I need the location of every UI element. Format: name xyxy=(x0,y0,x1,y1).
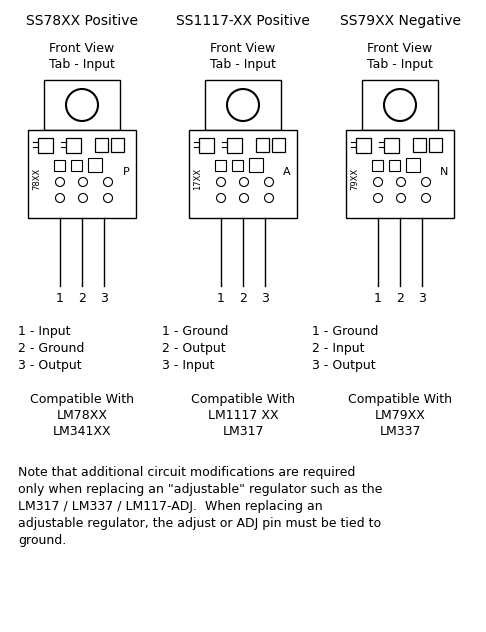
Text: 3 - Output: 3 - Output xyxy=(18,359,82,372)
Text: LM317 / LM337 / LM117-ADJ.  When replacing an: LM317 / LM337 / LM117-ADJ. When replacin… xyxy=(18,500,323,513)
Text: SS78XX Positive: SS78XX Positive xyxy=(26,14,138,28)
Text: only when replacing an "adjustable" regulator such as the: only when replacing an "adjustable" regu… xyxy=(18,483,382,496)
Circle shape xyxy=(79,178,87,186)
Text: SS79XX Negative: SS79XX Negative xyxy=(340,14,461,28)
Bar xyxy=(95,138,108,152)
Text: Front View: Front View xyxy=(367,42,433,55)
Text: 1: 1 xyxy=(56,292,64,305)
Bar xyxy=(372,160,383,171)
Circle shape xyxy=(104,193,112,202)
Circle shape xyxy=(55,178,65,186)
Circle shape xyxy=(264,178,274,186)
Circle shape xyxy=(227,89,259,121)
Text: LM337: LM337 xyxy=(379,425,421,438)
Text: Note that additional circuit modifications are required: Note that additional circuit modificatio… xyxy=(18,466,355,479)
Bar xyxy=(362,80,438,130)
Text: Tab - Input: Tab - Input xyxy=(210,58,276,71)
Bar xyxy=(384,138,399,153)
Text: 1: 1 xyxy=(217,292,225,305)
Bar xyxy=(227,138,242,153)
Text: LM1117 XX: LM1117 XX xyxy=(208,409,278,422)
Bar xyxy=(71,160,82,171)
Circle shape xyxy=(397,193,405,202)
Bar xyxy=(356,138,371,153)
Text: 2 - Output: 2 - Output xyxy=(162,342,226,355)
Text: 1 - Input: 1 - Input xyxy=(18,325,70,338)
Text: Compatible With: Compatible With xyxy=(348,393,452,406)
Text: Tab - Input: Tab - Input xyxy=(367,58,433,71)
Text: 2 - Ground: 2 - Ground xyxy=(18,342,85,355)
Bar xyxy=(28,130,136,218)
Bar xyxy=(38,138,53,153)
Bar xyxy=(413,138,426,152)
Text: 2 - Input: 2 - Input xyxy=(312,342,364,355)
Bar xyxy=(88,158,102,172)
Text: P: P xyxy=(122,167,129,177)
Text: 1 - Ground: 1 - Ground xyxy=(312,325,379,338)
Circle shape xyxy=(374,178,382,186)
Text: Front View: Front View xyxy=(50,42,115,55)
Circle shape xyxy=(240,178,248,186)
Bar xyxy=(111,138,124,152)
Bar xyxy=(205,80,281,130)
Circle shape xyxy=(79,193,87,202)
Text: 3 - Input: 3 - Input xyxy=(162,359,214,372)
Text: LM341XX: LM341XX xyxy=(52,425,111,438)
Bar xyxy=(66,138,81,153)
Bar xyxy=(346,130,454,218)
Circle shape xyxy=(397,178,405,186)
Bar xyxy=(389,160,400,171)
Text: LM317: LM317 xyxy=(222,425,264,438)
Text: 3: 3 xyxy=(261,292,269,305)
Circle shape xyxy=(66,89,98,121)
Bar xyxy=(249,158,263,172)
Circle shape xyxy=(216,178,226,186)
Text: 17XX: 17XX xyxy=(193,168,203,190)
Text: LM78XX: LM78XX xyxy=(56,409,107,422)
Bar xyxy=(429,138,442,152)
Bar xyxy=(199,138,214,153)
Bar xyxy=(406,158,420,172)
Circle shape xyxy=(264,193,274,202)
Text: Tab - Input: Tab - Input xyxy=(49,58,115,71)
Text: adjustable regulator, the adjust or ADJ pin must be tied to: adjustable regulator, the adjust or ADJ … xyxy=(18,517,381,530)
Bar xyxy=(256,138,269,152)
Circle shape xyxy=(421,193,431,202)
Text: Front View: Front View xyxy=(210,42,276,55)
Text: 2: 2 xyxy=(396,292,404,305)
Text: ground.: ground. xyxy=(18,534,66,547)
Bar xyxy=(189,130,297,218)
Circle shape xyxy=(384,89,416,121)
Circle shape xyxy=(216,193,226,202)
Circle shape xyxy=(374,193,382,202)
Text: 3: 3 xyxy=(418,292,426,305)
Text: 2: 2 xyxy=(78,292,86,305)
Circle shape xyxy=(421,178,431,186)
Circle shape xyxy=(240,193,248,202)
Text: 78XX: 78XX xyxy=(33,168,41,190)
Bar xyxy=(215,160,226,171)
Circle shape xyxy=(55,193,65,202)
Bar xyxy=(232,160,243,171)
Text: N: N xyxy=(440,167,448,177)
Bar xyxy=(44,80,120,130)
Text: 3 - Output: 3 - Output xyxy=(312,359,376,372)
Text: Compatible With: Compatible With xyxy=(191,393,295,406)
Text: 3: 3 xyxy=(100,292,108,305)
Text: 2: 2 xyxy=(239,292,247,305)
Bar xyxy=(272,138,285,152)
Text: SS1117-XX Positive: SS1117-XX Positive xyxy=(176,14,310,28)
Text: 1: 1 xyxy=(374,292,382,305)
Text: Compatible With: Compatible With xyxy=(30,393,134,406)
Text: 79XX: 79XX xyxy=(350,168,360,190)
Bar xyxy=(54,160,65,171)
Text: LM79XX: LM79XX xyxy=(375,409,425,422)
Text: A: A xyxy=(283,167,291,177)
Circle shape xyxy=(104,178,112,186)
Text: 1 - Ground: 1 - Ground xyxy=(162,325,228,338)
